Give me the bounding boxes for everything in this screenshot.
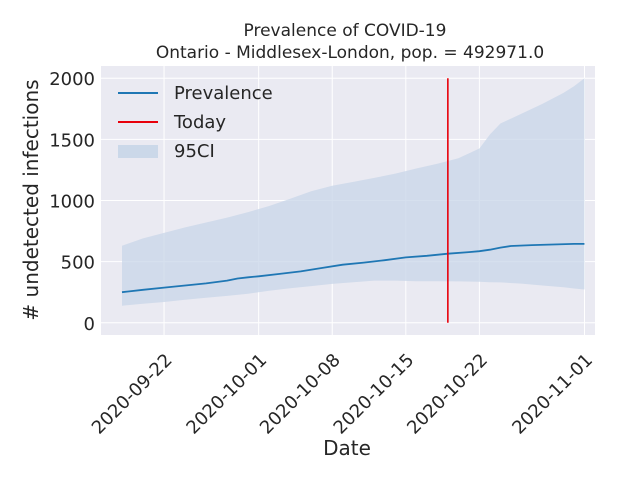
legend-label-today: Today bbox=[173, 112, 226, 133]
x-axis-label: Date bbox=[323, 436, 371, 460]
legend-label-prevalence: Prevalence bbox=[174, 83, 273, 104]
y-tick-label: 1000 bbox=[49, 192, 95, 213]
chart-subtitle: Ontario - Middlesex-London, pop. = 49297… bbox=[156, 43, 544, 63]
legend-swatch-95ci bbox=[118, 145, 158, 158]
y-tick-label: 0 bbox=[84, 314, 95, 335]
y-tick-label: 2000 bbox=[49, 69, 95, 90]
x-tick-label: 2020-09-22 bbox=[88, 350, 177, 439]
y-tick-label: 1500 bbox=[49, 130, 95, 151]
chart-title: Prevalence of COVID-19 bbox=[244, 21, 447, 41]
prevalence-line bbox=[121, 242, 585, 294]
y-axis-label: # undetected infections bbox=[19, 79, 43, 320]
legend-label-95ci: 95CI bbox=[174, 141, 215, 162]
y-tick-label: 500 bbox=[61, 253, 95, 274]
ci-band-95 bbox=[122, 78, 585, 306]
x-tick-label: 2020-11-01 bbox=[508, 350, 597, 439]
